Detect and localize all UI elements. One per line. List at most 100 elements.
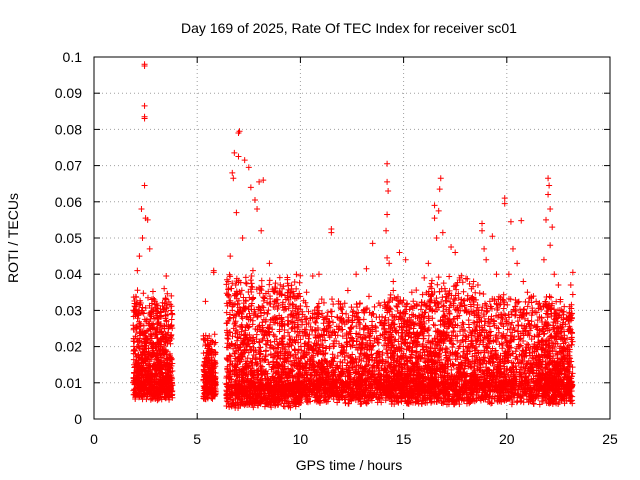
data-point — [161, 342, 168, 349]
data-point — [130, 356, 137, 363]
data-point — [241, 402, 248, 409]
data-point — [245, 306, 252, 313]
data-point — [140, 290, 147, 297]
data-point — [200, 332, 207, 339]
data-point — [147, 363, 154, 370]
data-point — [242, 371, 249, 378]
data-point — [288, 318, 295, 325]
data-point — [226, 403, 233, 410]
data-point — [208, 348, 215, 355]
data-point — [233, 275, 240, 282]
data-point — [157, 306, 164, 313]
data-point — [162, 295, 169, 302]
data-point — [263, 332, 270, 339]
data-point — [286, 333, 293, 340]
data-point — [276, 396, 283, 403]
data-point — [142, 378, 149, 385]
data-point — [145, 294, 152, 301]
data-point — [143, 328, 150, 335]
data-point — [288, 342, 295, 349]
data-point — [157, 321, 164, 328]
data-point — [360, 316, 367, 323]
data-point — [226, 352, 233, 359]
data-point — [211, 359, 218, 366]
data-point — [233, 295, 240, 302]
data-point — [162, 315, 169, 322]
data-point — [212, 339, 219, 346]
data-point — [133, 323, 140, 330]
data-point — [259, 335, 266, 342]
data-point — [257, 376, 264, 383]
data-point — [278, 361, 285, 368]
data-point — [147, 325, 154, 332]
data-point — [242, 385, 249, 392]
data-point — [234, 333, 241, 340]
chart-title: Day 169 of 2025, Rate Of TEC Index for r… — [181, 20, 517, 36]
data-point — [273, 336, 280, 343]
data-point — [243, 313, 250, 320]
data-point — [266, 361, 273, 368]
data-point — [284, 320, 291, 327]
data-point — [133, 353, 140, 360]
data-point — [262, 341, 269, 348]
data-point — [266, 277, 273, 284]
data-point — [262, 357, 269, 364]
data-point — [261, 371, 268, 378]
data-point — [286, 370, 293, 377]
data-point — [137, 297, 144, 304]
data-point — [251, 308, 258, 315]
data-point — [142, 342, 149, 349]
data-point — [234, 301, 241, 308]
data-point — [167, 340, 174, 347]
data-point — [200, 393, 207, 400]
data-point — [160, 373, 167, 380]
data-point — [229, 280, 236, 287]
data-point — [234, 395, 241, 402]
data-point — [153, 383, 160, 390]
data-point — [289, 307, 296, 314]
data-point — [201, 358, 208, 365]
data-point — [146, 339, 153, 346]
data-point — [206, 332, 213, 339]
data-point — [394, 303, 401, 310]
data-point — [157, 351, 164, 358]
data-point — [210, 365, 217, 372]
data-point — [232, 281, 239, 288]
data-point — [142, 368, 149, 375]
data-point — [260, 297, 267, 304]
grid-lines — [94, 57, 610, 419]
data-point — [284, 329, 291, 336]
data-point — [247, 346, 254, 353]
data-point — [145, 387, 152, 394]
data-point — [150, 360, 157, 367]
data-point — [223, 381, 230, 388]
data-point — [166, 354, 173, 361]
data-point — [264, 310, 271, 317]
data-point — [156, 312, 163, 319]
data-point — [291, 373, 298, 380]
data-point — [224, 398, 231, 405]
data-point — [223, 309, 230, 316]
data-point — [251, 374, 258, 381]
data-point — [242, 327, 249, 334]
data-point — [256, 339, 263, 346]
data-point — [365, 293, 372, 300]
data-point — [254, 314, 261, 321]
data-point — [282, 306, 289, 313]
data-point — [167, 392, 174, 399]
data-point — [249, 317, 256, 324]
data-point — [278, 400, 285, 407]
data-point — [295, 293, 302, 300]
data-point — [237, 402, 244, 409]
data-point — [256, 355, 263, 362]
data-point — [149, 343, 156, 350]
data-point — [204, 370, 211, 377]
data-point — [134, 287, 141, 294]
data-point — [289, 336, 296, 343]
data-point — [232, 366, 239, 373]
data-point — [167, 301, 174, 308]
data-point — [243, 370, 250, 377]
data-point — [279, 304, 286, 311]
data-point — [246, 294, 253, 301]
